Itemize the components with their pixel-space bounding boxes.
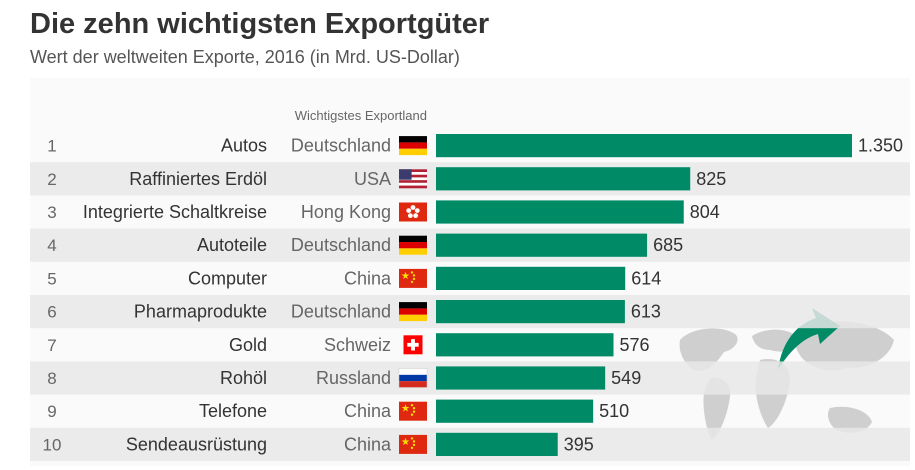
category-label: Gold [229,335,267,355]
category-label: Sendeausrüstung [126,434,267,454]
value-label: 576 [619,335,649,355]
bar [436,432,558,456]
category-label: Autos [221,136,267,156]
world-map-continent-1 [679,328,738,371]
chart-row: 5 Computer China ★ 614 [47,266,661,290]
rank-label: 4 [47,236,56,255]
value-label: 1.350 [858,136,903,156]
rank-label: 6 [47,303,56,322]
chart-row: 2 Raffiniertes Erdöl USA 825 [30,162,910,196]
world-map-continent-6 [827,406,872,433]
country-label: Deutschland [291,302,391,322]
chart-row: 1 Autos Deutschland 1.350 [47,134,903,158]
category-label: Telefone [199,401,267,421]
bar [436,300,625,324]
flag-usa-icon [399,169,427,189]
category-label: Pharmaprodukte [134,302,267,322]
value-label: 613 [631,302,661,322]
country-label: Deutschland [291,235,391,255]
bar [436,366,606,390]
chart-row: 8 Rohöl Russland 549 [30,361,910,395]
value-label: 614 [631,268,661,288]
chart-title: Die zehn wichtigsten Exportgüter [30,8,490,40]
country-label: Deutschland [291,136,391,156]
rank-label: 9 [47,402,56,421]
country-label: USA [354,169,391,189]
flag-china-icon: ★ [399,401,427,421]
svg-text:★: ★ [401,404,410,415]
category-label: Computer [188,268,267,288]
chart-panel: Wichtigstes Exportland 1 Autos Deutschland 1… [30,78,910,466]
value-label: 549 [611,368,641,388]
category-label: Rohöl [220,368,267,388]
flag-hong-kong-icon [399,202,427,222]
country-label: Hong Kong [301,202,391,222]
flag-germany-icon [399,136,427,156]
column-header-country: Wichtigstes Exportland [295,108,427,123]
rank-label: 2 [47,170,56,189]
bar [436,233,648,257]
chart-row: 6 Pharmaprodukte Deutschland 613 [30,295,910,329]
flag-germany-icon [399,235,427,255]
value-label: 825 [696,169,726,189]
rank-label: 5 [47,269,56,288]
rank-label: 7 [47,336,56,355]
chart-subtitle: Wert der weltweiten Exporte, 2016 (in Mr… [30,47,460,67]
chart-row: 10 Sendeausrüstung China ★ 395 [30,427,910,461]
country-label: China [344,401,392,421]
flag-russia-icon [398,368,428,388]
chart-row: 3 Integrierte Schaltkreise Hong Kong 804 [47,200,720,224]
value-label: 804 [690,202,720,222]
bar [436,399,594,423]
value-label: 685 [653,235,683,255]
bar [436,134,852,158]
bar [436,167,691,191]
country-label: China [344,434,392,454]
rank-label: 8 [47,369,56,388]
rank-label: 3 [47,203,56,222]
chart-row: 9 Telefone China ★ 510 [47,399,629,423]
rank-label: 1 [47,137,56,156]
country-label: Schweiz [324,335,391,355]
svg-text:★: ★ [401,271,410,282]
svg-text:★: ★ [401,437,410,448]
bar [436,266,626,290]
category-label: Raffiniertes Erdöl [129,169,267,189]
value-label: 510 [599,401,629,421]
chart-row: 4 Autoteile Deutschland 685 [30,228,910,262]
flag-switzerland-icon [403,335,423,355]
bar [436,200,684,224]
flag-germany-icon [399,302,427,322]
country-label: Russland [316,368,391,388]
chart-row: 7 Gold Schweiz 576 [47,333,650,357]
value-label: 395 [564,434,594,454]
country-label: China [344,268,392,288]
category-label: Autoteile [197,235,267,255]
category-label: Integrierte Schaltkreise [83,202,267,222]
flag-china-icon: ★ [399,434,427,454]
bar [436,333,614,357]
rank-label: 10 [43,435,62,454]
flag-china-icon: ★ [399,268,427,288]
